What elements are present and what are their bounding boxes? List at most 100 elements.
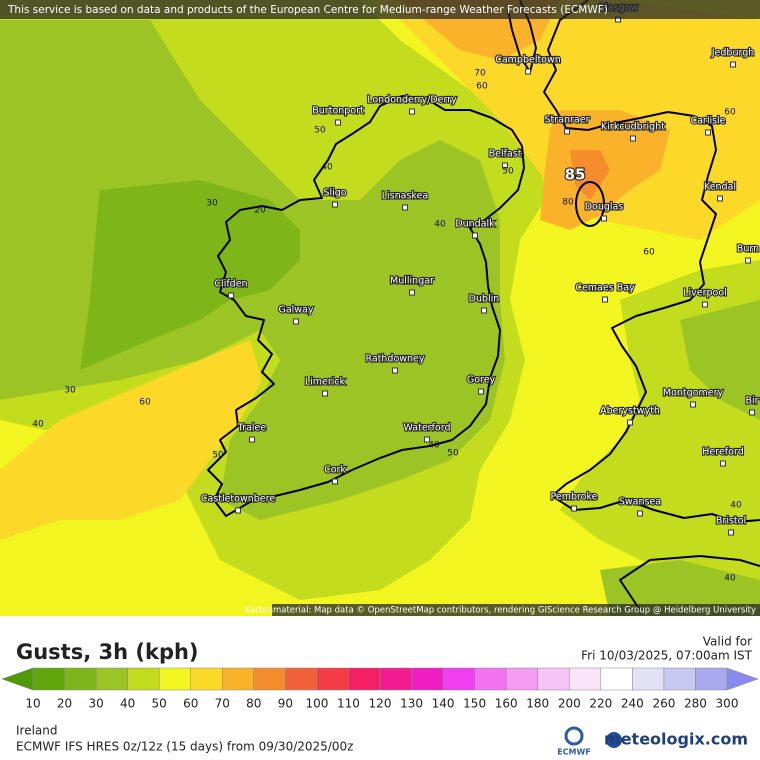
ecmwf-icon xyxy=(564,726,584,746)
city-marker xyxy=(424,436,430,443)
ecmwf-logo: ECMWF xyxy=(557,748,591,757)
city-label: Cork xyxy=(324,465,346,476)
wind-zone xyxy=(680,300,760,420)
contour-label: 50 xyxy=(502,167,514,177)
city-marker xyxy=(630,135,636,142)
contour-label: 40 xyxy=(434,220,446,230)
colorbar-box xyxy=(442,667,475,691)
colorbar-box xyxy=(222,667,255,691)
colorbar-box xyxy=(190,667,223,691)
city-marker xyxy=(228,292,234,299)
colorbar-tick-label: 100 xyxy=(305,697,328,711)
colorbar-box xyxy=(348,667,381,691)
city-label: Burn xyxy=(737,244,759,255)
colorbar-box xyxy=(64,667,97,691)
contour-label: 70 xyxy=(474,69,486,79)
colorbar-tick-label: 10 xyxy=(25,697,40,711)
city-marker xyxy=(478,388,484,395)
city-marker xyxy=(705,129,711,136)
colorbar-box xyxy=(411,667,444,691)
colorbar-tick-label: 200 xyxy=(558,697,581,711)
city-label: Londonderry/Derry xyxy=(367,95,457,106)
colorbar-tick-label: 180 xyxy=(526,697,549,711)
contour-label: 50 xyxy=(447,449,459,459)
contour-label: 30 xyxy=(64,386,76,396)
city-label: Lisnaskea xyxy=(382,191,429,202)
city-marker xyxy=(235,507,241,514)
wind-zone xyxy=(80,180,300,370)
city-label: Galway xyxy=(278,305,313,316)
colorbar-tick-label: 150 xyxy=(463,697,486,711)
city-marker xyxy=(730,61,736,68)
colorbar-box xyxy=(95,667,128,691)
brand[interactable]: meteologix.com xyxy=(604,730,748,749)
contour-label: 40 xyxy=(428,441,440,451)
city-marker xyxy=(728,529,734,536)
city-label: Gorey xyxy=(467,375,496,386)
colorbar-box xyxy=(474,667,507,691)
brand-icon xyxy=(606,732,622,748)
colorbar-box xyxy=(379,667,412,691)
colorbar-tick-label: 220 xyxy=(589,697,612,711)
city-label: Rathdowney xyxy=(365,354,424,365)
colorbar-box xyxy=(316,667,349,691)
colorbar-box xyxy=(537,667,570,691)
wind-zone xyxy=(600,560,760,616)
city-marker xyxy=(409,108,415,115)
colorbar-box xyxy=(285,667,318,691)
city-label: Tralee xyxy=(237,423,267,434)
city-marker xyxy=(335,119,341,126)
city-label: Liverpool xyxy=(683,288,727,299)
city-marker xyxy=(627,419,633,426)
city-label: Bir xyxy=(745,396,758,407)
city-marker xyxy=(571,505,577,512)
city-marker xyxy=(720,460,726,467)
contour-label: 60 xyxy=(643,248,655,258)
city-label: Dundalk xyxy=(455,219,495,230)
colorbar-tick-label: 110 xyxy=(337,697,360,711)
valid-label: Valid for xyxy=(703,635,752,649)
city-marker xyxy=(293,318,299,325)
colorbar-box xyxy=(32,667,65,691)
city-label: Sligo xyxy=(323,188,346,199)
city-label: Montgomery xyxy=(663,388,724,399)
contour-label: 40 xyxy=(321,163,333,173)
contour-label: 50 xyxy=(314,126,326,136)
city-label: Aberystwyth xyxy=(600,406,660,417)
city-label: Hereford xyxy=(702,447,743,458)
city-label: Dublin xyxy=(469,294,500,305)
city-marker xyxy=(602,296,608,303)
city-label: Burtonport xyxy=(312,106,364,117)
colorbar-tick-label: 20 xyxy=(57,697,72,711)
colorbar-tick-label: 80 xyxy=(246,697,261,711)
colorbar-box xyxy=(632,667,665,691)
city-label: Waterford xyxy=(403,423,450,434)
colorbar-tick-label: 30 xyxy=(88,697,103,711)
colorbar-box xyxy=(127,667,160,691)
model-info: ECMWF IFS HRES 0z/12z (15 days) from 09/… xyxy=(16,740,353,754)
city-label: Kirkcudbright xyxy=(601,122,665,133)
contour-label: 60 xyxy=(476,82,488,92)
legend: Gusts, 3h (kph) Valid for Fri 10/03/2025… xyxy=(1,635,759,757)
colorbar-box xyxy=(158,667,191,691)
colorbar-box xyxy=(695,667,728,691)
credit-bar xyxy=(272,604,760,616)
city-label: Clifden xyxy=(214,279,247,290)
contour-label: 80 xyxy=(562,198,574,208)
colorbar-tick-label: 50 xyxy=(152,697,167,711)
colorbar-box xyxy=(569,667,602,691)
contour-label: 60 xyxy=(724,108,736,118)
contour-label: 50 xyxy=(212,451,224,461)
colorbar-arrow xyxy=(1,667,34,691)
city-marker xyxy=(564,128,570,135)
city-label: Limerick xyxy=(305,377,346,388)
contour-label: 85 xyxy=(565,166,586,184)
city-marker xyxy=(702,301,708,308)
colorbar-tick-label: 90 xyxy=(278,697,293,711)
colorbar-arrow xyxy=(726,667,759,691)
colorbar-tick-label: 60 xyxy=(183,697,198,711)
city-marker xyxy=(717,195,723,202)
colorbar-tick-label: 280 xyxy=(684,697,707,711)
city-label: Douglas xyxy=(585,202,624,213)
contour-label: 40 xyxy=(730,501,742,511)
